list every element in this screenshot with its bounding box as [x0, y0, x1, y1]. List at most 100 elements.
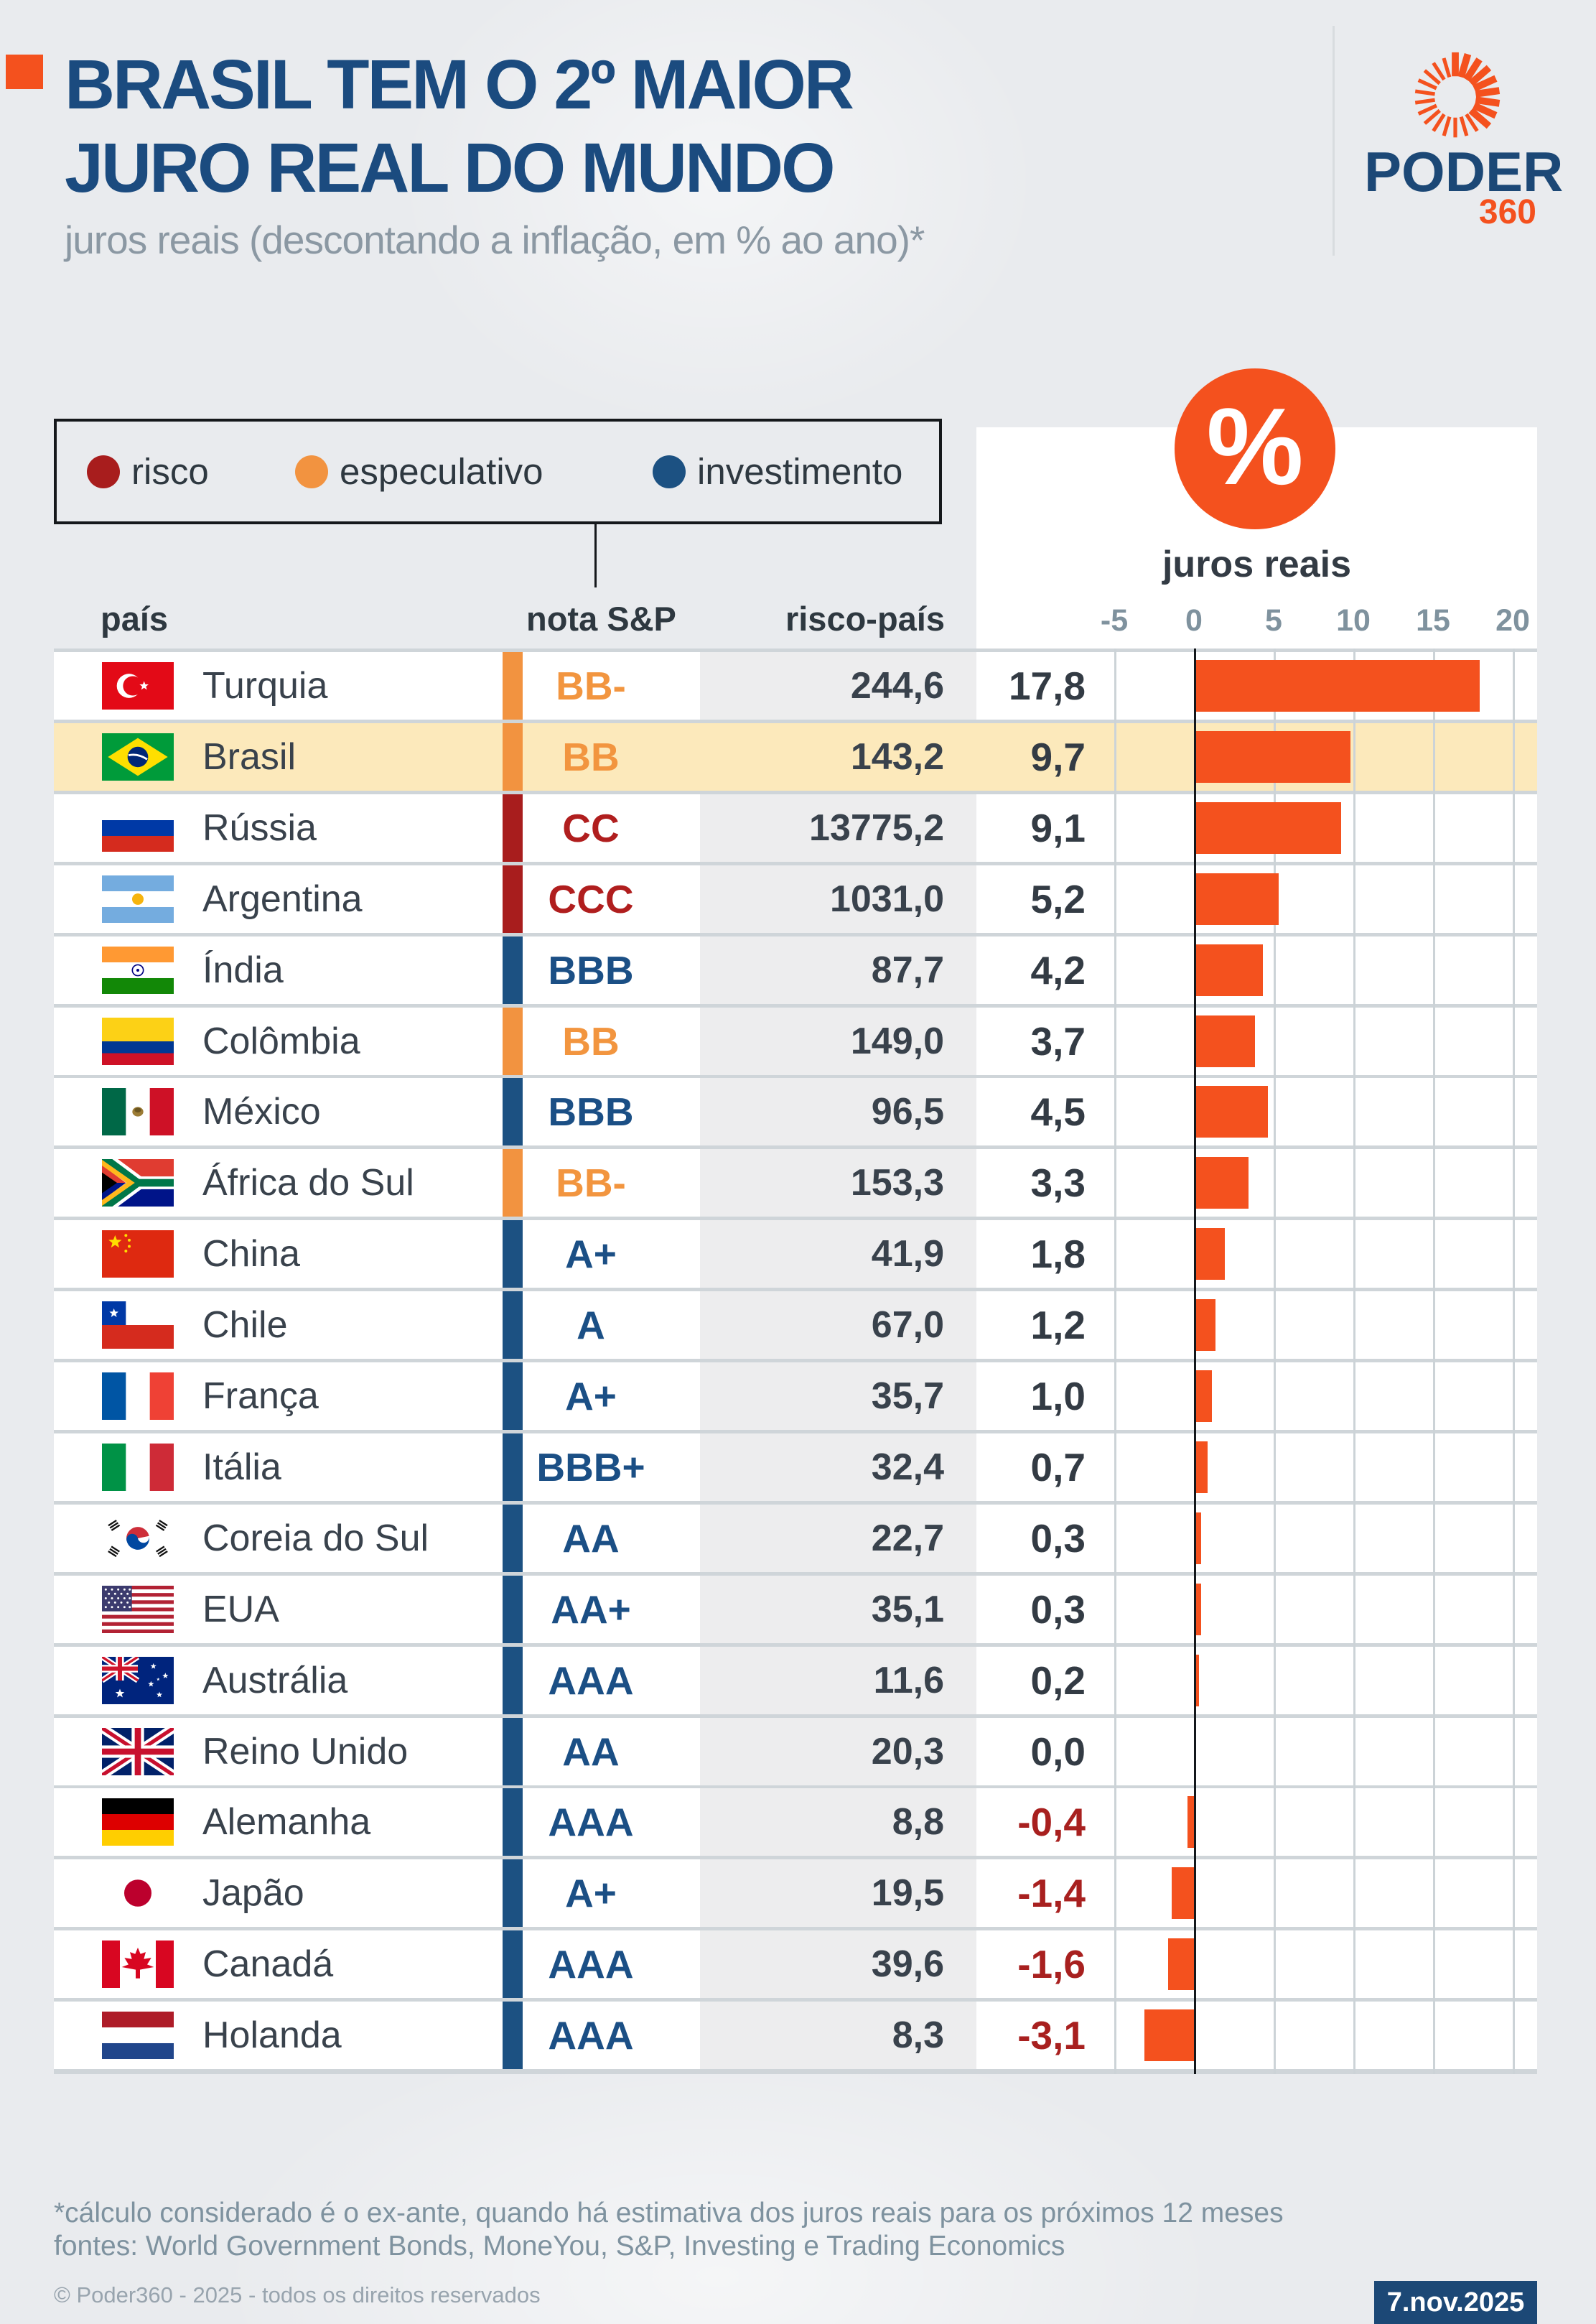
sp-rating: A+ — [565, 1871, 617, 1916]
country-flag-icon — [102, 1159, 174, 1207]
country-name: Coreia do Sul — [202, 1517, 429, 1559]
real-interest-value: 9,7 — [1030, 734, 1086, 779]
country-risk-value: 20,3 — [871, 1730, 944, 1772]
rate-bar-br — [1196, 730, 1351, 783]
sp-rating: AAA — [548, 1658, 634, 1703]
rate-bar-ru — [1196, 801, 1342, 854]
country-name: África do Sul — [202, 1162, 414, 1204]
table-row: Canadá AAA 39,6 -1,6 — [54, 1930, 1537, 1999]
real-interest-value: 0,2 — [1030, 1658, 1086, 1703]
real-interest-value: -1,4 — [1017, 1871, 1086, 1916]
column-header-country: país — [101, 600, 169, 638]
sp-rating: AAA — [548, 1942, 634, 1987]
rating-class-stripe — [503, 2002, 523, 2070]
rating-class-stripe — [503, 1149, 523, 1217]
sp-rating: AA+ — [551, 1586, 631, 1632]
country-flag-icon — [102, 875, 174, 923]
country-name: Colômbia — [202, 1020, 360, 1062]
risk-column-background — [700, 1007, 976, 1075]
rate-bar-fr — [1196, 1370, 1213, 1422]
sp-rating: AAA — [548, 2013, 634, 2058]
country-name: Índia — [202, 949, 284, 991]
country-name: Turquia — [202, 665, 328, 707]
country-risk-value: 22,7 — [871, 1517, 944, 1559]
country-flag-icon — [102, 1585, 174, 1633]
rating-class-stripe — [503, 1575, 523, 1643]
real-interest-value: -3,1 — [1017, 2013, 1086, 2058]
gridline — [1114, 649, 1116, 2074]
column-header-risk: risco-país — [785, 600, 945, 638]
country-name: Reino Unido — [202, 1730, 409, 1772]
rating-class-stripe — [503, 1362, 523, 1430]
country-name: Holanda — [202, 2014, 342, 2057]
rate-bar-nl — [1144, 2009, 1194, 2062]
risk-column-background — [700, 1859, 976, 1928]
gridline — [1513, 649, 1515, 2074]
real-interest-value: 17,8 — [1008, 664, 1086, 708]
real-interest-value: 4,5 — [1030, 1089, 1086, 1135]
country-flag-icon — [102, 1727, 174, 1775]
sp-rating: BBB+ — [536, 1444, 645, 1489]
page-subtitle: juros reais (descontando a inflação, em … — [65, 218, 925, 262]
table-row: Alemanha AAA 8,8 -0,4 — [54, 1788, 1537, 1856]
risk-column-background — [700, 794, 976, 862]
country-name: Rússia — [202, 807, 317, 849]
risk-column-background — [700, 1717, 976, 1785]
sp-rating: BBB — [548, 947, 634, 993]
legend-item-investimento: investimento — [653, 422, 902, 521]
country-name: Canadá — [202, 1943, 334, 1986]
country-risk-value: 11,6 — [873, 1659, 944, 1701]
rating-class-stripe — [503, 865, 523, 933]
country-risk-value: 41,9 — [871, 1233, 944, 1275]
sp-rating: A+ — [565, 1374, 617, 1418]
axis-tick: 0 — [1185, 603, 1203, 638]
poder360-logo-text: PODER — [1364, 140, 1564, 203]
country-name: China — [202, 1233, 300, 1275]
country-risk-value: 35,7 — [871, 1375, 944, 1417]
axis-tick: 5 — [1265, 603, 1282, 638]
rate-bar-cn — [1196, 1228, 1225, 1280]
country-flag-icon — [102, 1088, 174, 1136]
poder360-sunburst-icon — [1414, 52, 1501, 138]
page-title-line2: JURO REAL DO MUNDO — [65, 129, 836, 207]
table-row: Holanda AAA 8,3 -3,1 — [54, 2002, 1537, 2070]
risk-column-background — [700, 1930, 976, 1999]
rate-bar-kr — [1196, 1512, 1201, 1564]
real-interest-value: -0,4 — [1017, 1800, 1086, 1845]
sp-rating: BB- — [556, 1161, 626, 1206]
country-flag-icon — [102, 804, 174, 852]
table-row: Índia BBB 87,7 4,2 — [54, 936, 1537, 1004]
real-interest-value: 1,8 — [1030, 1232, 1086, 1277]
risk-column-background — [700, 1149, 976, 1217]
sp-rating: BBB — [548, 1089, 634, 1135]
risk-column-background — [700, 652, 976, 720]
axis-tick: 15 — [1416, 603, 1450, 638]
country-risk-value: 244,6 — [850, 665, 944, 707]
rate-bar-mx — [1196, 1086, 1268, 1138]
rate-bar-za — [1196, 1157, 1249, 1209]
rating-class-stripe — [503, 1646, 523, 1714]
real-interest-value: 0,3 — [1030, 1586, 1086, 1632]
real-interest-value: 5,2 — [1030, 876, 1086, 921]
rating-class-stripe — [503, 794, 523, 862]
country-risk-value: 32,4 — [871, 1446, 944, 1488]
risk-column-background — [700, 1433, 976, 1501]
country-name: México — [202, 1091, 321, 1133]
risk-column-background — [700, 2002, 976, 2070]
date-text: 7.nov.2025 — [1386, 2287, 1525, 2318]
country-risk-value: 39,6 — [871, 1943, 944, 1986]
table-row: África do Sul BB- 153,3 3,3 — [54, 1149, 1537, 1217]
country-flag-icon — [102, 2012, 174, 2060]
rate-bar-it — [1196, 1441, 1208, 1493]
table-row: Reino Unido AA 20,3 0,0 — [54, 1717, 1537, 1785]
table-row: Coreia do Sul AA 22,7 0,3 — [54, 1504, 1537, 1572]
country-flag-icon — [102, 1017, 174, 1065]
legend-connector-line — [594, 524, 597, 587]
rating-legend: risco especulativo investimento — [54, 419, 942, 524]
table-row: Chile A 67,0 1,2 — [54, 1291, 1537, 1359]
rate-bar-ca — [1168, 1938, 1194, 1991]
column-header-rating: nota S&P — [526, 600, 676, 638]
table-row: México BBB 96,5 4,5 — [54, 1078, 1537, 1146]
real-interest-value: 4,2 — [1030, 947, 1086, 993]
risco-dot-icon — [87, 455, 120, 488]
